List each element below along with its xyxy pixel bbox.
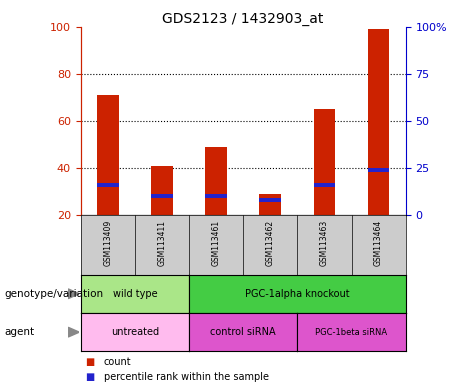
Text: untreated: untreated: [111, 327, 159, 337]
Text: control siRNA: control siRNA: [210, 327, 276, 337]
Text: GSM113409: GSM113409: [103, 220, 112, 266]
Text: genotype/variation: genotype/variation: [5, 289, 104, 299]
Bar: [97, 183, 118, 187]
Title: GDS2123 / 1432903_at: GDS2123 / 1432903_at: [162, 12, 324, 26]
Bar: [151, 166, 173, 215]
Bar: [260, 198, 281, 202]
Text: agent: agent: [5, 327, 35, 337]
Text: GSM113462: GSM113462: [266, 220, 275, 266]
Text: PGC-1beta siRNA: PGC-1beta siRNA: [315, 328, 388, 337]
Bar: [368, 168, 390, 172]
Bar: [151, 194, 173, 199]
Text: ■: ■: [85, 372, 95, 382]
Text: GSM113464: GSM113464: [374, 220, 383, 266]
Text: ■: ■: [85, 358, 95, 367]
Bar: [260, 194, 281, 215]
Bar: [313, 109, 335, 215]
Text: GSM113463: GSM113463: [320, 220, 329, 266]
Bar: [97, 95, 118, 215]
Text: wild type: wild type: [112, 289, 157, 299]
Text: PGC-1alpha knockout: PGC-1alpha knockout: [245, 289, 349, 299]
Polygon shape: [68, 289, 79, 299]
Text: GSM113411: GSM113411: [157, 220, 166, 266]
Bar: [368, 29, 390, 215]
Text: percentile rank within the sample: percentile rank within the sample: [104, 372, 269, 382]
Text: count: count: [104, 358, 131, 367]
Bar: [313, 183, 335, 187]
Text: GSM113461: GSM113461: [212, 220, 221, 266]
Polygon shape: [68, 327, 79, 337]
Bar: [205, 194, 227, 199]
Bar: [205, 147, 227, 215]
